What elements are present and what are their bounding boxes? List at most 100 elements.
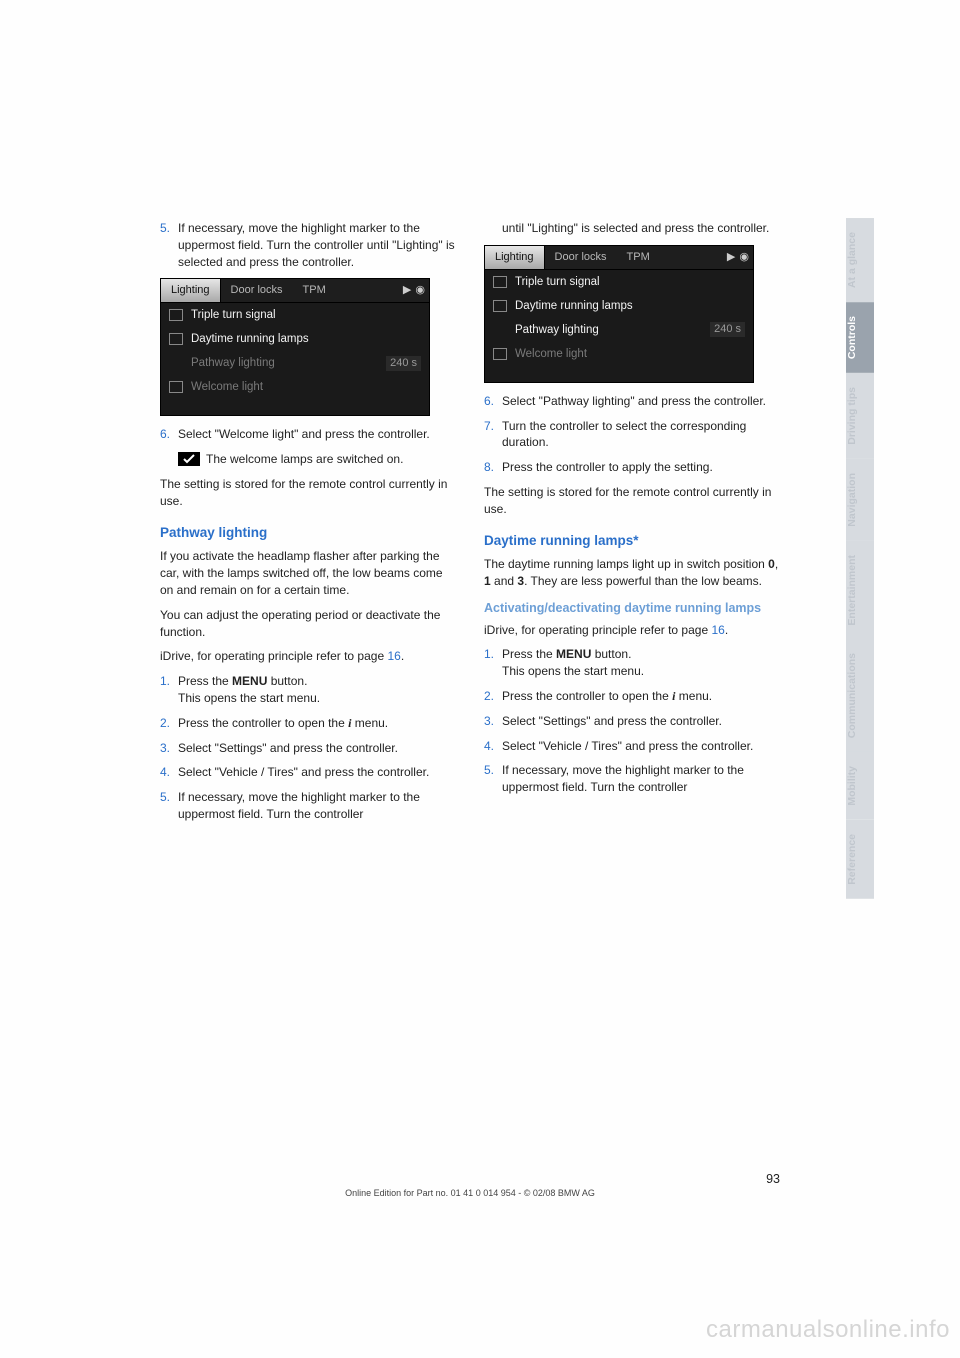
list-steps-e: 1. Press the MENU button. This opens the… bbox=[484, 646, 780, 796]
side-tab[interactable]: Controls bbox=[846, 302, 874, 373]
heading-pathway: Pathway lighting bbox=[160, 524, 456, 543]
step-number: 1. bbox=[484, 646, 502, 680]
idrive-row: Welcome light bbox=[161, 375, 429, 399]
text: . bbox=[401, 649, 404, 663]
text: Press the controller to open the bbox=[178, 716, 348, 730]
menu-label: MENU bbox=[556, 647, 591, 661]
idrive-row: Daytime running lamps bbox=[161, 327, 429, 351]
checkbox-icon bbox=[493, 348, 507, 360]
left-column: 5. If necessary, move the highlight mark… bbox=[160, 220, 456, 831]
checkmark-icon bbox=[178, 452, 200, 466]
step-number: 6. bbox=[484, 393, 502, 410]
list-item: 3. Select "Settings" and press the contr… bbox=[484, 713, 780, 730]
step-text: Press the controller to open the i menu. bbox=[502, 688, 712, 705]
list-item: 2. Press the controller to open the i me… bbox=[160, 715, 456, 732]
text: Press the controller to open the bbox=[502, 689, 672, 703]
idrive-row-label: Welcome light bbox=[191, 379, 263, 395]
idrive-row-label: Pathway lighting bbox=[515, 322, 599, 338]
idrive-row: Welcome light bbox=[485, 342, 753, 366]
checkbox-icon bbox=[169, 357, 183, 369]
page-link[interactable]: 16 bbox=[387, 649, 400, 663]
step-number: 1. bbox=[160, 673, 178, 707]
checkbox-icon bbox=[169, 381, 183, 393]
edition-line: Online Edition for Part no. 01 41 0 014 … bbox=[160, 1188, 780, 1198]
text: . They are less powerful than the low be… bbox=[524, 574, 762, 588]
list-item: 5. If necessary, move the highlight mark… bbox=[160, 220, 456, 270]
page-link[interactable]: 16 bbox=[711, 623, 724, 637]
idrive-row-label: Welcome light bbox=[515, 346, 587, 362]
step-number: 5. bbox=[484, 762, 502, 796]
step-number: 2. bbox=[484, 688, 502, 705]
list-steps-d: 6. Select "Pathway lighting" and press t… bbox=[484, 393, 780, 476]
side-tab[interactable]: Communications bbox=[846, 639, 874, 752]
side-tab[interactable]: Entertainment bbox=[846, 541, 874, 640]
list-item: 8. Press the controller to apply the set… bbox=[484, 459, 780, 476]
idrive-row: Triple turn signal bbox=[485, 270, 753, 294]
list-item: 1. Press the MENU button. This opens the… bbox=[484, 646, 780, 680]
idrive-tab: Door locks bbox=[221, 279, 293, 302]
text: menu. bbox=[675, 689, 712, 703]
body-text: iDrive, for operating principle refer to… bbox=[160, 648, 456, 665]
text: . bbox=[725, 623, 728, 637]
body-text: The setting is stored for the remote con… bbox=[160, 476, 456, 510]
text: iDrive, for operating principle refer to… bbox=[484, 623, 711, 637]
step-number: 8. bbox=[484, 459, 502, 476]
checkmark-text: The welcome lamps are switched on. bbox=[206, 451, 403, 468]
step-number: 2. bbox=[160, 715, 178, 732]
side-tab[interactable]: At a glance bbox=[846, 218, 874, 302]
watermark: carmanualsonline.info bbox=[706, 1316, 950, 1344]
step-number: 3. bbox=[484, 713, 502, 730]
step-text: Turn the controller to select the corres… bbox=[502, 418, 780, 452]
idrive-row-label: Daytime running lamps bbox=[191, 331, 309, 347]
text: iDrive, for operating principle refer to… bbox=[160, 649, 387, 663]
text: This opens the start menu. bbox=[178, 691, 320, 705]
side-tab[interactable]: Reference bbox=[846, 820, 874, 899]
step-text: Press the MENU button. This opens the st… bbox=[502, 646, 644, 680]
checkbox-icon bbox=[493, 276, 507, 288]
idrive-row-value: 240 s bbox=[386, 356, 421, 371]
continuation-text: until "Lighting" is selected and press t… bbox=[502, 220, 780, 237]
idrive-row-label: Triple turn signal bbox=[515, 274, 600, 290]
step-text: Select "Welcome light" and press the con… bbox=[178, 426, 430, 443]
idrive-screenshot: LightingDoor locksTPM▶◉Triple turn signa… bbox=[160, 278, 430, 416]
step-number: 5. bbox=[160, 789, 178, 823]
idrive-row-label: Triple turn signal bbox=[191, 307, 276, 323]
side-tab[interactable]: Driving tips bbox=[846, 373, 874, 459]
checkbox-icon bbox=[169, 309, 183, 321]
body-text: The daytime running lamps light up in sw… bbox=[484, 556, 780, 590]
checkmark-note: The welcome lamps are switched on. bbox=[178, 451, 456, 468]
idrive-tab: Door locks bbox=[545, 246, 617, 269]
page-footer: 93 Online Edition for Part no. 01 41 0 0… bbox=[160, 1172, 780, 1198]
body-text: You can adjust the operating period or d… bbox=[160, 607, 456, 641]
step-number: 6. bbox=[160, 426, 178, 443]
heading-drl: Daytime running lamps* bbox=[484, 532, 780, 551]
idrive-screenshot: LightingDoor locksTPM▶◉Triple turn signa… bbox=[484, 245, 754, 383]
idrive-row: Pathway lighting 240 s bbox=[161, 351, 429, 375]
step-number: 4. bbox=[160, 764, 178, 781]
step-text: Select "Vehicle / Tires" and press the c… bbox=[178, 764, 429, 781]
page-number: 93 bbox=[160, 1172, 780, 1186]
idrive-row: Pathway lighting240 s bbox=[485, 318, 753, 342]
step-text: Select "Pathway lighting" and press the … bbox=[502, 393, 766, 410]
body-text: The setting is stored for the remote con… bbox=[484, 484, 780, 518]
step-text: If necessary, move the highlight marker … bbox=[502, 762, 780, 796]
step-text: Select "Settings" and press the controll… bbox=[178, 740, 398, 757]
idrive-row-label: Pathway lighting bbox=[191, 355, 275, 371]
subheading-drl-activate: Activating/deactivating daytime running … bbox=[484, 600, 780, 618]
side-tab[interactable]: Mobility bbox=[846, 752, 874, 820]
text: This opens the start menu. bbox=[502, 664, 644, 678]
text: and bbox=[491, 574, 518, 588]
step-number: 3. bbox=[160, 740, 178, 757]
body-text: If you activate the headlamp flasher aft… bbox=[160, 548, 456, 598]
step-text: Press the controller to open the i menu. bbox=[178, 715, 388, 732]
side-tab[interactable]: Navigation bbox=[846, 459, 874, 541]
text: , bbox=[775, 557, 778, 571]
text: Press the bbox=[502, 647, 556, 661]
list-item: 1. Press the MENU button. This opens the… bbox=[160, 673, 456, 707]
idrive-tab: Lighting bbox=[485, 246, 545, 269]
text: button. bbox=[267, 674, 307, 688]
step-text: Select "Settings" and press the controll… bbox=[502, 713, 722, 730]
right-column: until "Lighting" is selected and press t… bbox=[484, 220, 780, 831]
checkbox-icon bbox=[493, 300, 507, 312]
text: menu. bbox=[351, 716, 388, 730]
